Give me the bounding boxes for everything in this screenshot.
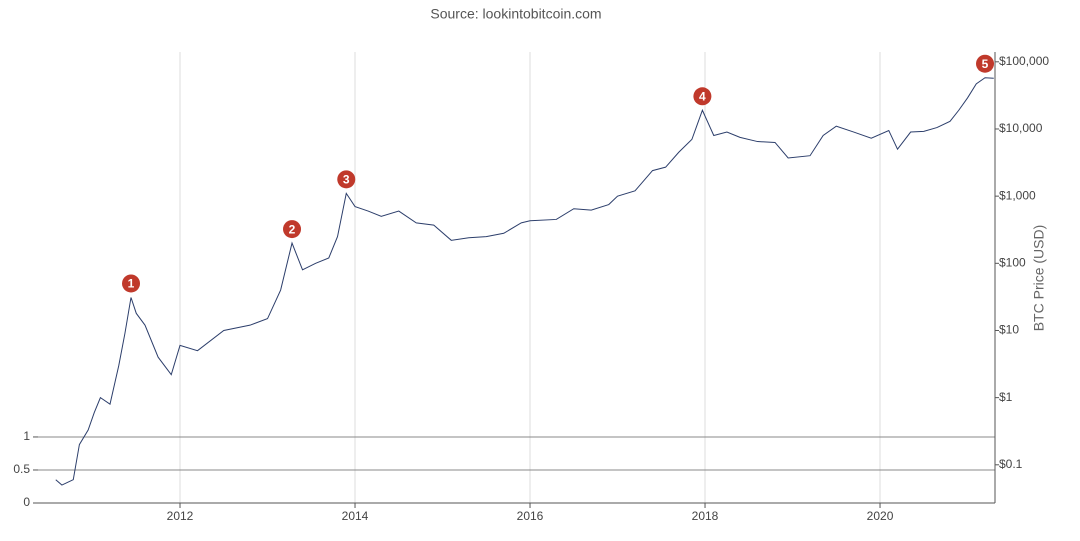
annotation-marker (693, 87, 712, 106)
price-line (55, 77, 994, 486)
y2-tick-label: $100 (999, 255, 1026, 269)
annotation-label: 1 (128, 277, 135, 291)
y2-tick-label: $1 (999, 390, 1013, 404)
annotation-label: 3 (343, 173, 350, 187)
y-tick-label: 1 (23, 429, 30, 443)
y2-tick-label: $0.1 (999, 457, 1023, 471)
annotation-label: 2 (289, 222, 296, 236)
y-tick-label: 0.5 (13, 462, 30, 476)
y2-tick-label: $100,000 (999, 54, 1049, 68)
y2-tick-label: $10,000 (999, 121, 1043, 135)
annotation-marker (283, 220, 302, 239)
annotation-marker (122, 274, 141, 293)
x-tick-label: 2016 (517, 509, 544, 523)
y2-axis-label: BTC Price (USD) (1031, 225, 1047, 332)
annotation-label: 5 (982, 57, 989, 71)
annotation-marker (976, 54, 995, 73)
y2-tick-label: $10 (999, 323, 1019, 337)
y-tick-label: 0 (23, 495, 30, 509)
x-tick-label: 2014 (342, 509, 369, 523)
x-tick-label: 2020 (867, 509, 894, 523)
chart-title: Source: lookintobitcoin.com (430, 6, 601, 22)
y2-tick-label: $1,000 (999, 188, 1036, 202)
annotation-label: 4 (699, 89, 706, 103)
annotation-marker (337, 170, 356, 189)
x-tick-label: 2018 (692, 509, 719, 523)
x-tick-label: 2012 (167, 509, 194, 523)
